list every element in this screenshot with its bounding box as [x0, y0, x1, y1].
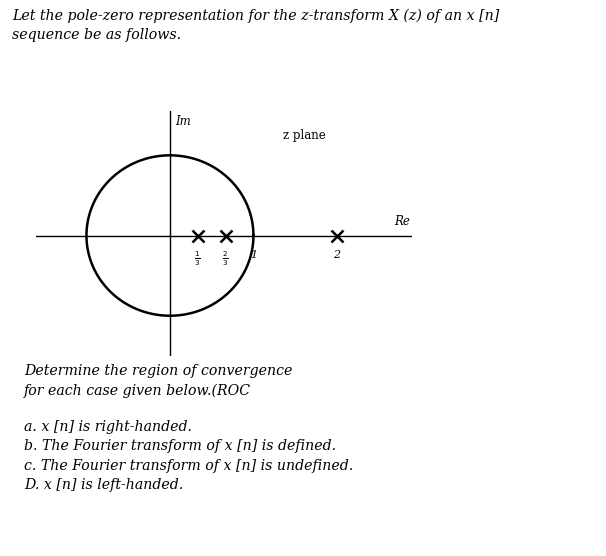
- Text: D. x [n] is left-handed.: D. x [n] is left-handed.: [24, 478, 184, 492]
- Text: z plane: z plane: [282, 129, 325, 142]
- Text: $\frac{2}{3}$: $\frac{2}{3}$: [222, 250, 229, 269]
- Text: Im: Im: [175, 115, 191, 128]
- Text: a. x [n] is right-handed.: a. x [n] is right-handed.: [24, 420, 192, 434]
- Text: $\frac{1}{3}$: $\frac{1}{3}$: [195, 250, 201, 269]
- Text: 2: 2: [333, 250, 341, 260]
- Text: 1: 1: [250, 250, 257, 260]
- Text: Re: Re: [394, 215, 410, 227]
- Text: for each case given below.(ROC: for each case given below.(ROC: [24, 384, 251, 398]
- Text: c. The Fourier transform of x [n] is undefined.: c. The Fourier transform of x [n] is und…: [24, 459, 353, 473]
- Text: sequence be as follows.: sequence be as follows.: [12, 28, 181, 42]
- Text: Let the pole-zero representation for the z-transform X (z) of an x [n]: Let the pole-zero representation for the…: [12, 8, 499, 23]
- Text: Determine the region of convergence: Determine the region of convergence: [24, 364, 293, 378]
- Text: b. The Fourier transform of x [n] is defined.: b. The Fourier transform of x [n] is def…: [24, 439, 336, 453]
